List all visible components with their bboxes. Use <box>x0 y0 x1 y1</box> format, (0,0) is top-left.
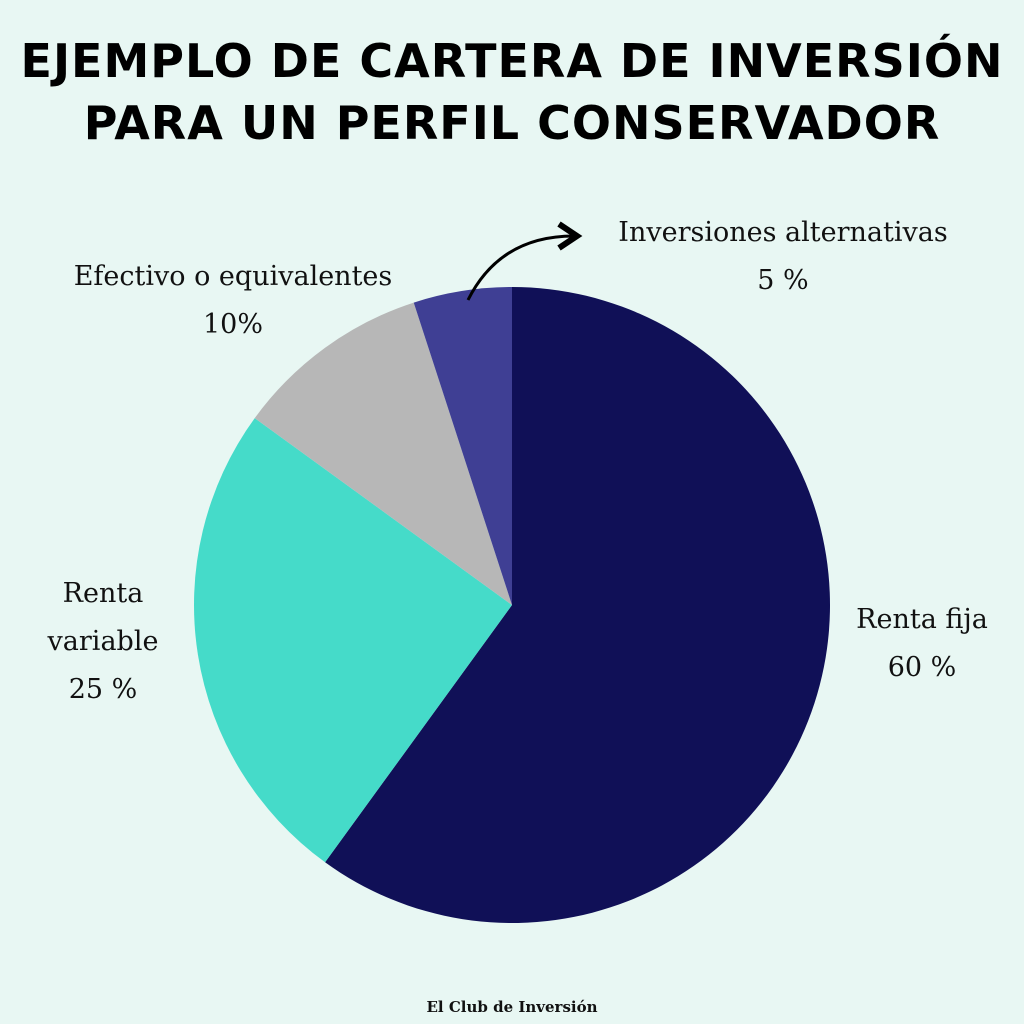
slice-label: Renta variable 25 % <box>23 570 183 714</box>
value-label: 5 % <box>757 265 809 296</box>
category-label: Efectivo o equivalentes <box>73 261 393 292</box>
slice-label: Renta fija 60 % <box>822 596 1022 692</box>
chart-title: EJEMPLO DE CARTERA DE INVERSIÓN PARA UN … <box>20 34 1004 150</box>
footer: El Club de Inversión <box>426 998 598 1016</box>
category-label: Renta fija <box>856 604 988 635</box>
category-label: Inversiones alternativas <box>618 217 948 248</box>
value-label: 10% <box>202 309 263 340</box>
pie-slice <box>413 287 512 605</box>
pie-slice <box>254 302 512 605</box>
value-label: 25 % <box>68 674 138 705</box>
pie-slice <box>193 418 512 863</box>
category-label: Renta variable <box>47 578 159 657</box>
callout-arrow <box>466 221 583 301</box>
slice-label: Inversiones alternativas 5 % <box>573 209 993 305</box>
pie-slice <box>325 287 830 923</box>
value-label: 60 % <box>887 652 957 683</box>
slice-label: Efectivo o equivalentes 10% <box>33 253 433 349</box>
